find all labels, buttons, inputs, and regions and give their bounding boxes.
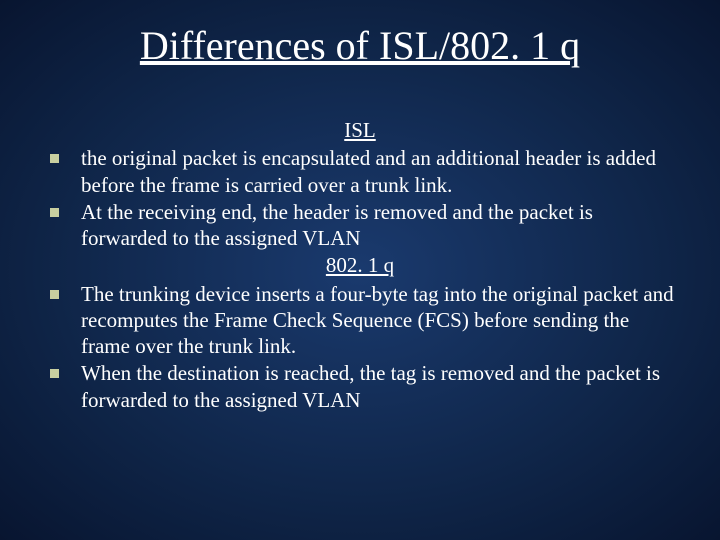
subheading-8021q: 802. 1 q (40, 252, 680, 278)
square-bullet-icon (50, 369, 59, 378)
list-item: the original packet is encapsulated and … (40, 145, 680, 198)
bullet-text: The trunking device inserts a four-byte … (81, 281, 680, 360)
subheading-isl: ISL (40, 117, 680, 143)
list-item: The trunking device inserts a four-byte … (40, 281, 680, 360)
square-bullet-icon (50, 154, 59, 163)
bullet-text: When the destination is reached, the tag… (81, 360, 680, 413)
bullet-text: At the receiving end, the header is remo… (81, 199, 680, 252)
square-bullet-icon (50, 208, 59, 217)
list-item: At the receiving end, the header is remo… (40, 199, 680, 252)
square-bullet-icon (50, 290, 59, 299)
list-item: When the destination is reached, the tag… (40, 360, 680, 413)
bullet-text: the original packet is encapsulated and … (81, 145, 680, 198)
slide-content: ISL the original packet is encapsulated … (0, 69, 720, 413)
slide-title: Differences of ISL/802. 1 q (0, 0, 720, 69)
